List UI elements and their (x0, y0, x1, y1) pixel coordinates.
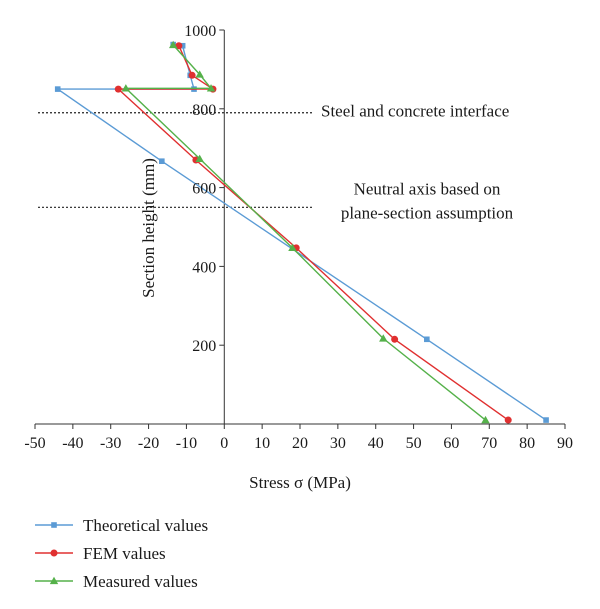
legend-item-2: FEM values (35, 544, 166, 563)
legend-marker (49, 576, 59, 585)
annotation-neutral-axis-line2: plane-section assumption (341, 203, 514, 222)
data-point (195, 154, 204, 162)
data-point (543, 417, 549, 423)
data-point (288, 243, 297, 252)
annotation-neutral-axis-line1: Neutral axis based on (354, 179, 501, 198)
data-point (121, 84, 131, 92)
x-axis-title: Stress σ (MPa) (249, 473, 351, 492)
data-point (379, 334, 388, 342)
legend-item-1: Theoretical values (35, 516, 208, 535)
series-2 (114, 42, 512, 424)
legend-marker (50, 549, 58, 557)
x-tick-label: -10 (176, 435, 197, 452)
y-tick-label: 800 (192, 102, 216, 119)
data-point (168, 40, 178, 49)
x-tick-label: 40 (368, 435, 384, 452)
x-tick-label: -40 (62, 435, 83, 452)
y-tick-label: 200 (192, 338, 216, 355)
x-tick-label: 80 (519, 435, 535, 452)
data-point (114, 85, 122, 93)
data-point (206, 84, 216, 92)
x-tick-label: 30 (330, 435, 346, 452)
x-tick-label: 90 (557, 435, 573, 452)
legend-label: Measured values (83, 572, 198, 591)
annotation-interface: Steel and concrete interface (321, 102, 509, 121)
x-tick-label: 10 (254, 435, 270, 452)
x-tick-label: 70 (481, 435, 497, 452)
x-tick-label: -20 (138, 435, 159, 452)
x-tick-label: 60 (443, 435, 459, 452)
x-tick-label: 0 (220, 435, 228, 452)
y-axis-title: Section height (mm) (139, 158, 158, 298)
series-3 (121, 40, 490, 424)
data-point (481, 415, 490, 424)
y-tick-label: 400 (192, 259, 216, 276)
data-point (54, 86, 61, 92)
x-tick-label: -30 (100, 435, 121, 452)
y-tick-label: 1000 (184, 23, 216, 40)
data-point (188, 71, 196, 79)
legend-marker (51, 522, 57, 528)
data-point (391, 335, 399, 343)
y-tick-label: 600 (192, 181, 216, 198)
data-point (179, 42, 186, 49)
legend-item-3: Measured values (35, 572, 198, 591)
data-point (424, 336, 430, 343)
legend-label: Theoretical values (83, 516, 208, 535)
data-point (195, 70, 204, 78)
x-tick-label: 50 (406, 435, 422, 452)
x-tick-label: 20 (292, 435, 308, 452)
x-tick-label: -50 (24, 435, 45, 452)
data-point (159, 158, 165, 165)
data-point (504, 416, 512, 424)
legend-label: FEM values (83, 544, 166, 563)
data-point (175, 42, 183, 50)
